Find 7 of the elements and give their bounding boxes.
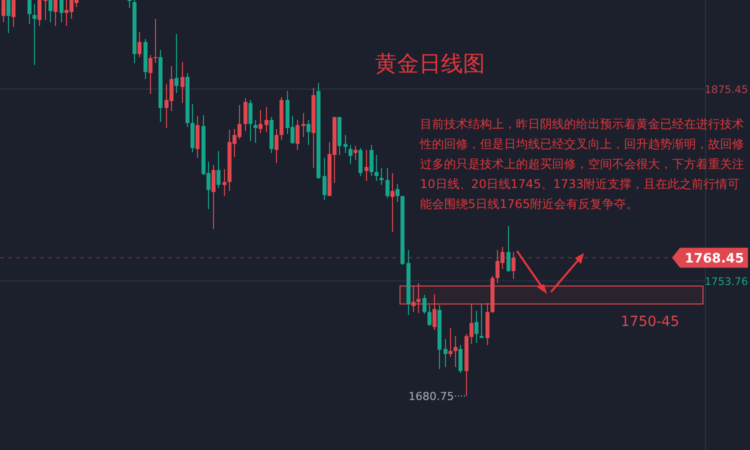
ref-line-label: 1768.45 <box>684 252 744 267</box>
band-label: 1750-45 <box>620 314 680 330</box>
annotation: 目前技术结构上，昨日阴线的给出预示着黄金已经在进行技术性的回修，但是日均线已经交叉向上，回升趋势渐明，故回修过多的只是技术上的超买回修，空间不会很大，下方着重关注10日线、20日线1745、1733附近支撑，且在此之前行情可能会围绕5日线1765附近会有反复争夺。 <box>420 116 745 213</box>
y-tick-label: 1875.45 <box>704 84 748 96</box>
annotation: 1680.75 <box>408 390 454 403</box>
text: 黄金日线图 <box>375 52 485 77</box>
y-tick-label: 1753.76 <box>704 276 748 288</box>
